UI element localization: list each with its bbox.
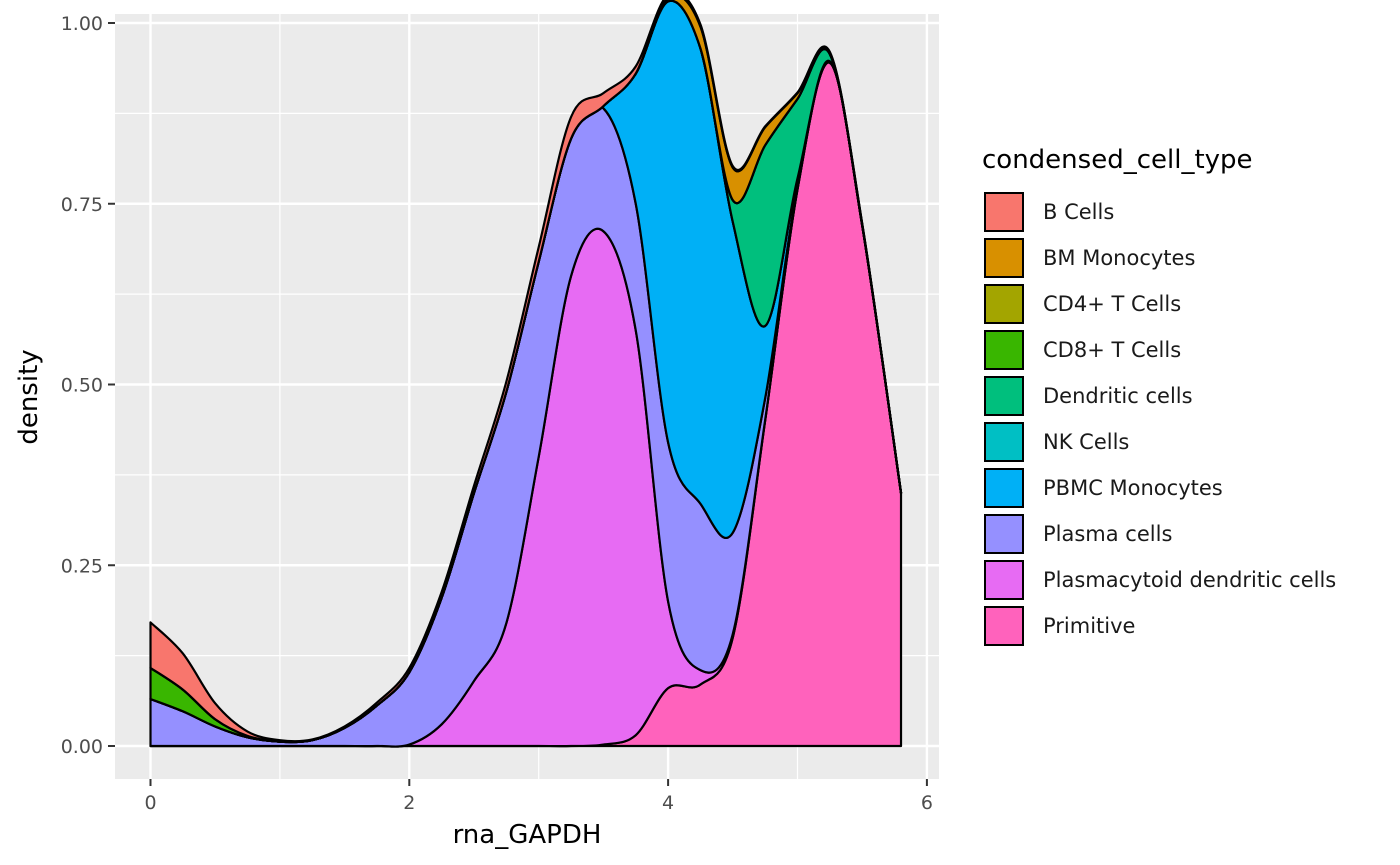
legend-item-plasmacytoid-dendritic-cells: Plasmacytoid dendritic cells xyxy=(984,557,1336,603)
legend-label: NK Cells xyxy=(1043,430,1130,454)
y-tick-label: 0.75 xyxy=(61,194,103,216)
legend-item-b-cells: B Cells xyxy=(984,189,1336,235)
legend-item-plasma-cells: Plasma cells xyxy=(984,511,1336,557)
legend-item-primitive: Primitive xyxy=(984,603,1336,649)
legend-item-cd4-t-cells: CD4+ T Cells xyxy=(984,281,1336,327)
density-areas xyxy=(149,0,903,748)
legend-swatch xyxy=(984,560,1024,600)
legend-swatch xyxy=(984,330,1024,370)
legend-label: Dendritic cells xyxy=(1043,384,1193,408)
y-tick-label: 0.00 xyxy=(61,736,103,758)
x-tick-label: 0 xyxy=(144,792,156,814)
x-tick-label: 6 xyxy=(921,792,933,814)
legend-item-bm-monocytes: BM Monocytes xyxy=(984,235,1336,281)
y-axis-title: density xyxy=(14,349,44,444)
legend-label: Plasmacytoid dendritic cells xyxy=(1043,568,1337,592)
x-axis-title: rna_GAPDH xyxy=(453,820,602,850)
legend-title: condensed_cell_type xyxy=(982,145,1253,175)
axes: 0 2 4 6 0.00 0.25 0.50 0.75 1.00 xyxy=(61,13,933,814)
legend-swatch xyxy=(984,238,1024,278)
legend-label: Primitive xyxy=(1043,614,1136,638)
legend-swatch xyxy=(984,192,1024,232)
x-tick-label: 2 xyxy=(403,792,415,814)
x-tick-label: 4 xyxy=(662,792,674,814)
legend-label: PBMC Monocytes xyxy=(1043,476,1223,500)
area-b-cells xyxy=(149,0,903,744)
legend-swatch xyxy=(984,606,1024,646)
legend-item-nk-cells: NK Cells xyxy=(984,419,1336,465)
legend-swatch xyxy=(984,376,1024,416)
legend-label: B Cells xyxy=(1043,200,1115,224)
legend-item-dendritic-cells: Dendritic cells xyxy=(984,373,1336,419)
y-tick-label: 0.50 xyxy=(61,375,103,397)
legend-label: Plasma cells xyxy=(1043,522,1173,546)
legend-items: B Cells BM Monocytes CD4+ T Cells CD8+ T Ce… xyxy=(984,189,1336,649)
density-chart: 0 2 4 6 0.00 0.25 0.50 0.75 1.00 rna_GAPDH densi… xyxy=(14,0,939,850)
legend-swatch xyxy=(984,284,1024,324)
legend: condensed_cell_type B Cells BM Monocytes C… xyxy=(982,145,1336,649)
legend-label: CD4+ T Cells xyxy=(1043,292,1182,316)
legend-swatch xyxy=(984,468,1024,508)
y-tick-label: 0.25 xyxy=(61,555,103,577)
legend-label: BM Monocytes xyxy=(1043,246,1196,270)
y-tick-label: 1.00 xyxy=(61,13,103,35)
legend-item-cd8-t-cells: CD8+ T Cells xyxy=(984,327,1336,373)
legend-swatch xyxy=(984,422,1024,462)
legend-swatch xyxy=(984,514,1024,554)
legend-label: CD8+ T Cells xyxy=(1043,338,1182,362)
legend-item-pbmc-monocytes: PBMC Monocytes xyxy=(984,465,1336,511)
